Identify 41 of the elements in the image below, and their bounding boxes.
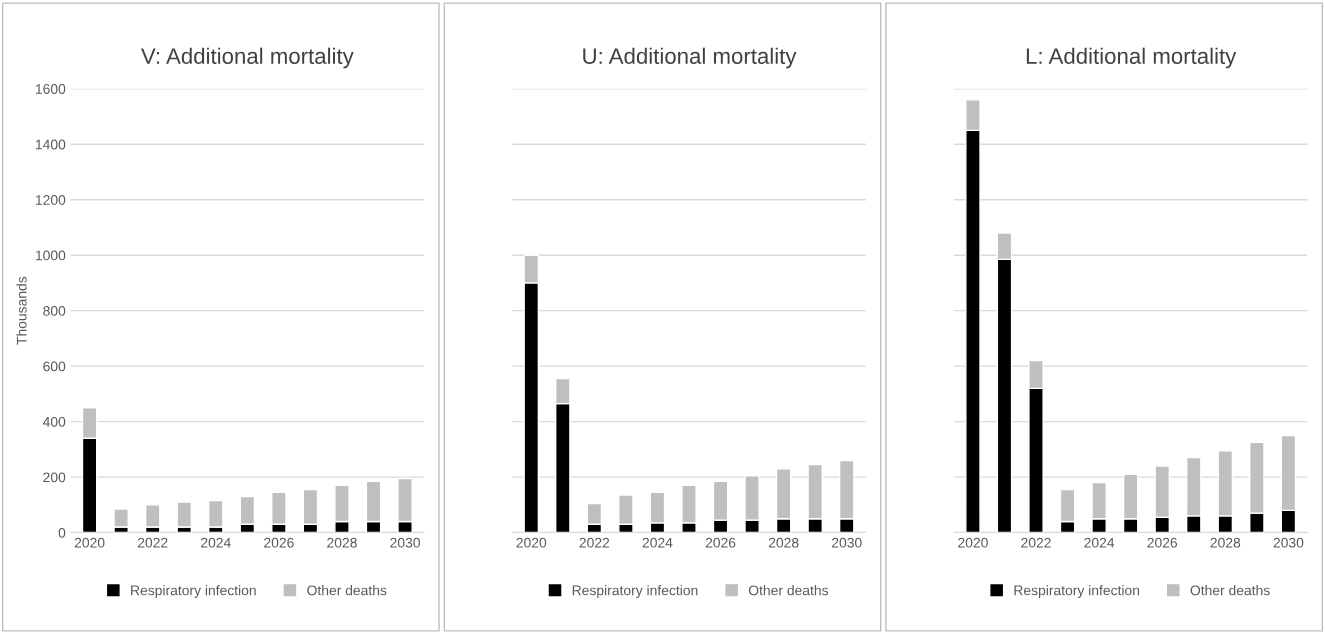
- x-tick-label: 2020: [958, 537, 988, 548]
- legend-label: Other deaths: [307, 585, 387, 596]
- bar: [176, 501, 193, 528]
- y-tick-label: 1000: [35, 250, 66, 261]
- bar: [144, 504, 161, 528]
- y-tick-label: 200: [43, 472, 66, 483]
- x-tick-label: 2022: [1021, 537, 1051, 548]
- y-axis-title: Thousands: [16, 276, 27, 345]
- legend-label: Respiratory infection: [572, 585, 698, 599]
- x-tick-label: 2022: [579, 537, 610, 548]
- x-tick-label: 2022: [137, 537, 168, 548]
- x-tick-label: 2028: [1210, 537, 1241, 548]
- legend-label: Other deaths: [1190, 585, 1270, 596]
- x-tick-label: 2028: [768, 537, 799, 548]
- y-tick-label: 1200: [35, 195, 66, 205]
- x-tick-label: 2026: [264, 537, 294, 548]
- x-tick-label: 2024: [201, 537, 231, 548]
- y-tick-label: 600: [43, 361, 66, 372]
- y-tick-label: 800: [43, 305, 66, 316]
- chart-title: V: Additional mortality: [141, 47, 354, 69]
- x-tick-label: 2020: [516, 537, 547, 548]
- x-tick-label: 2030: [831, 537, 862, 548]
- x-tick-label: 2028: [327, 537, 357, 548]
- x-tick-label: 2026: [705, 537, 736, 548]
- legend-label: Other deaths: [748, 585, 829, 596]
- x-tick-label: 2030: [1273, 537, 1304, 548]
- x-tick-label: 2024: [1084, 537, 1115, 548]
- x-tick-label: 2020: [74, 537, 105, 548]
- y-tick-label: 0: [58, 527, 66, 538]
- chart-title: U: Additional mortality: [583, 47, 797, 69]
- y-tick-label: 1400: [35, 139, 66, 150]
- y-tick-label: 1600: [35, 84, 66, 94]
- legend-label: Respiratory infection: [1014, 585, 1140, 599]
- bar: [113, 508, 129, 528]
- y-tick-label: 400: [42, 416, 66, 427]
- legend-label: Respiratory infection: [131, 585, 256, 599]
- chart-title: L: Additional mortality: [1026, 47, 1237, 69]
- bar: [207, 499, 224, 528]
- x-tick-label: 2026: [1147, 537, 1178, 548]
- x-tick-label: 2024: [642, 537, 673, 548]
- x-tick-label: 2030: [390, 537, 420, 548]
